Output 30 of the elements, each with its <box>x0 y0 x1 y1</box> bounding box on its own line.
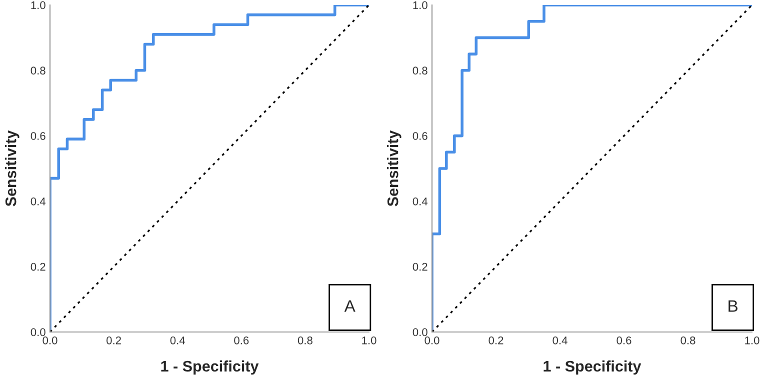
y-tick-label: 0.6 <box>30 132 46 140</box>
y-tick-label: 0.2 <box>412 262 428 271</box>
y-axis-title: Sensitivity <box>5 130 20 206</box>
y-tick-label: 0.2 <box>30 262 46 271</box>
y-tick-label: 1.0 <box>31 1 46 10</box>
x-tick-label: 0.4 <box>170 336 185 344</box>
x-tick-label: 0.8 <box>680 336 696 344</box>
x-tick-label: 0.0 <box>424 336 440 344</box>
y-tick-label: 0.8 <box>412 66 428 75</box>
x-axis-title: 1 - Specificity <box>161 360 259 375</box>
x-tick-label: 0.2 <box>106 336 121 344</box>
y-tick-label: 1.0 <box>413 1 428 10</box>
y-tick-label: 0.6 <box>412 132 428 140</box>
y-tick-label: 0.4 <box>30 197 46 206</box>
x-tick-label: 0.6 <box>234 336 249 344</box>
x-tick-label: 0.2 <box>488 336 504 344</box>
annotation: A <box>344 300 356 312</box>
x-tick-label: 1.0 <box>745 336 760 344</box>
y-tick-label: 0.0 <box>412 328 428 336</box>
y-tick-label: 0.0 <box>30 328 46 336</box>
annotation: B <box>728 300 738 312</box>
y-axis-title: Sensitivity <box>387 130 402 206</box>
x-tick-label: 0.4 <box>552 336 568 344</box>
x-tick-label: 0.0 <box>42 336 58 344</box>
x-tick-label: 0.6 <box>616 336 632 344</box>
x-tick-label: 0.8 <box>298 336 312 344</box>
y-tick-label: 0.8 <box>30 66 46 75</box>
x-axis-title: 1 - Specificity <box>544 360 642 375</box>
y-tick-label: 0.4 <box>412 197 428 206</box>
x-tick-label: 1.0 <box>362 336 376 344</box>
